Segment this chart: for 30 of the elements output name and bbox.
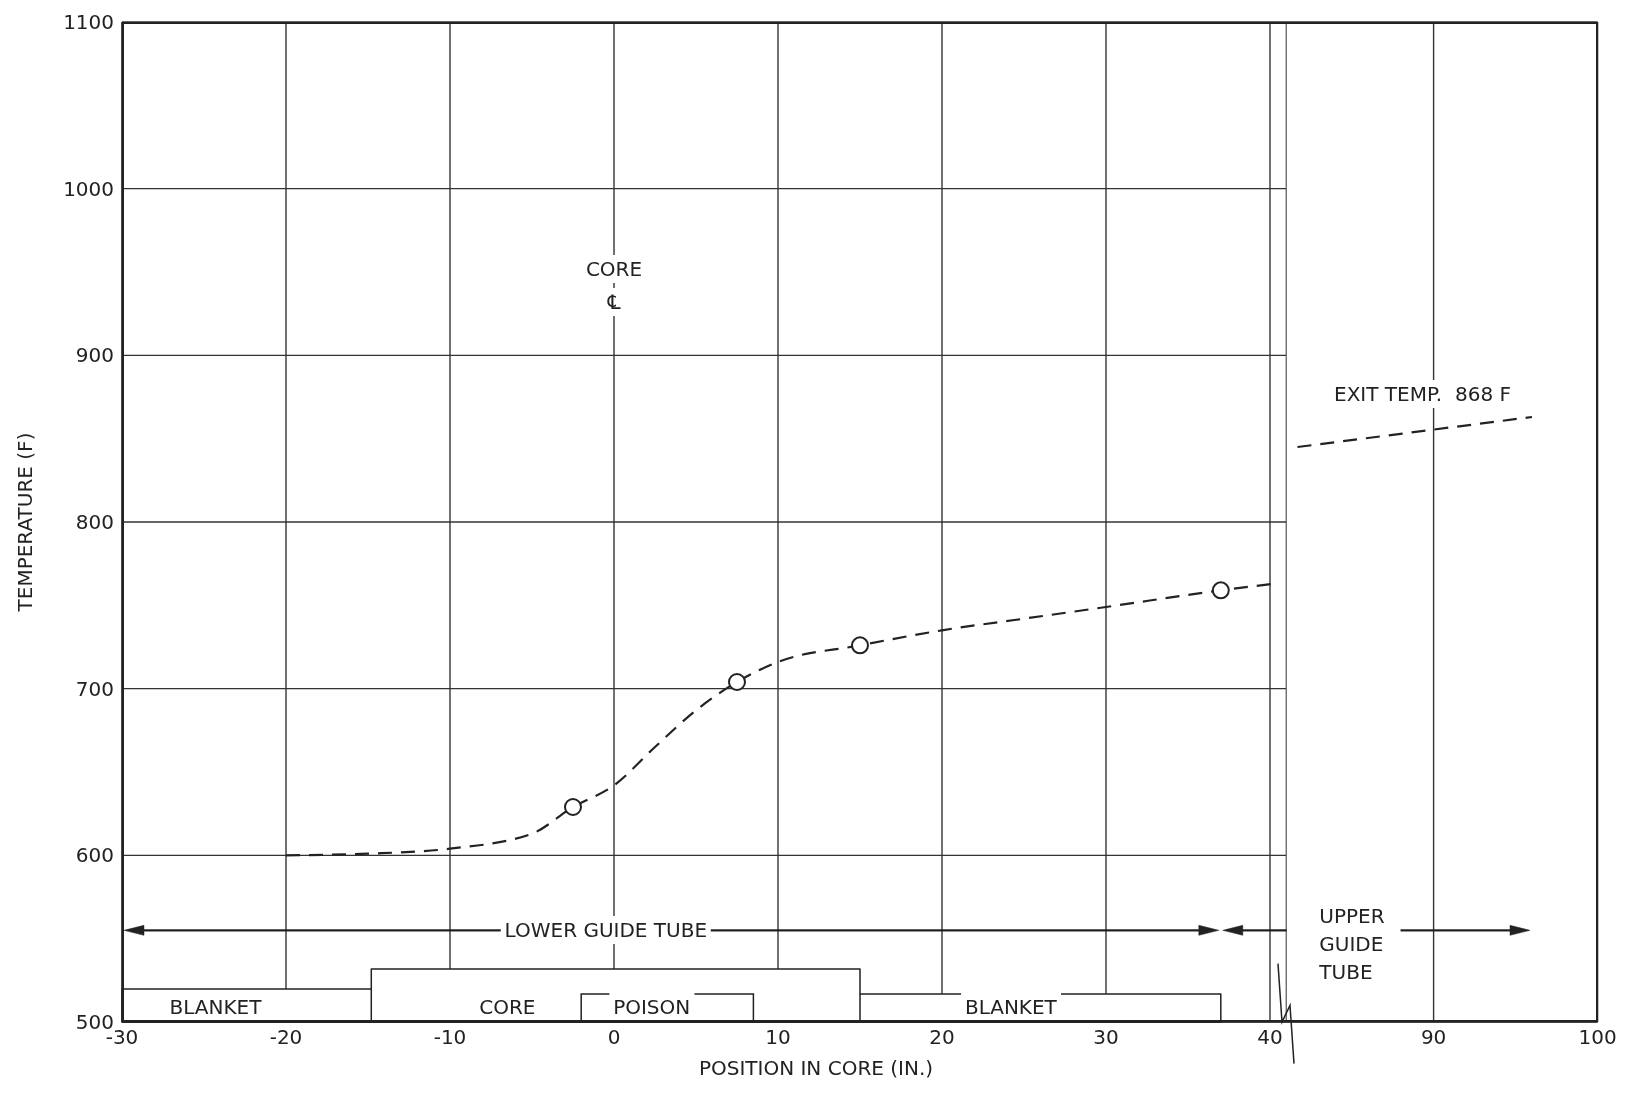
x-tick-label: 20 <box>929 1025 955 1050</box>
point <box>850 636 869 655</box>
annotation: CORE <box>581 254 647 283</box>
x-tick-label: 10 <box>765 1025 791 1050</box>
x-axis-title: POSITION IN CORE (IN.) <box>697 1056 935 1080</box>
annotation: EXIT TEMP. 868 F <box>1330 379 1515 408</box>
y-tick-label: 900 <box>75 343 114 368</box>
y-tick-label: 600 <box>75 843 114 868</box>
annotation: BLANKET <box>960 993 1061 1021</box>
x-tick-label: 40 <box>1257 1025 1283 1050</box>
y-axis-title: TEMPERATURE (F) <box>13 432 37 612</box>
annotation: BLANKET <box>165 993 266 1021</box>
x-tick-label: 30 <box>1093 1025 1119 1050</box>
x-tick-label: -10 <box>433 1025 467 1050</box>
point <box>727 673 746 691</box>
annotation: LOWER GUIDE TUBE <box>500 916 712 945</box>
y-tick-label: 1100 <box>63 10 114 35</box>
x-tick-label: 100 <box>1578 1025 1618 1050</box>
y-tick-label: 1000 <box>63 176 114 201</box>
annotation: ℄ <box>603 288 625 316</box>
y-tick-label: 700 <box>75 676 114 701</box>
point <box>1211 581 1230 600</box>
point <box>564 798 582 816</box>
x-tick-label: 0 <box>607 1025 621 1050</box>
x-tick-label: 90 <box>1421 1025 1447 1050</box>
annotation: CORE <box>475 993 540 1021</box>
annotation: POISON <box>609 993 695 1021</box>
x-tick-label: -20 <box>269 1025 303 1050</box>
y-tick-label: 800 <box>75 510 114 535</box>
annotation: UPPER GUIDE TUBE <box>1315 901 1389 986</box>
